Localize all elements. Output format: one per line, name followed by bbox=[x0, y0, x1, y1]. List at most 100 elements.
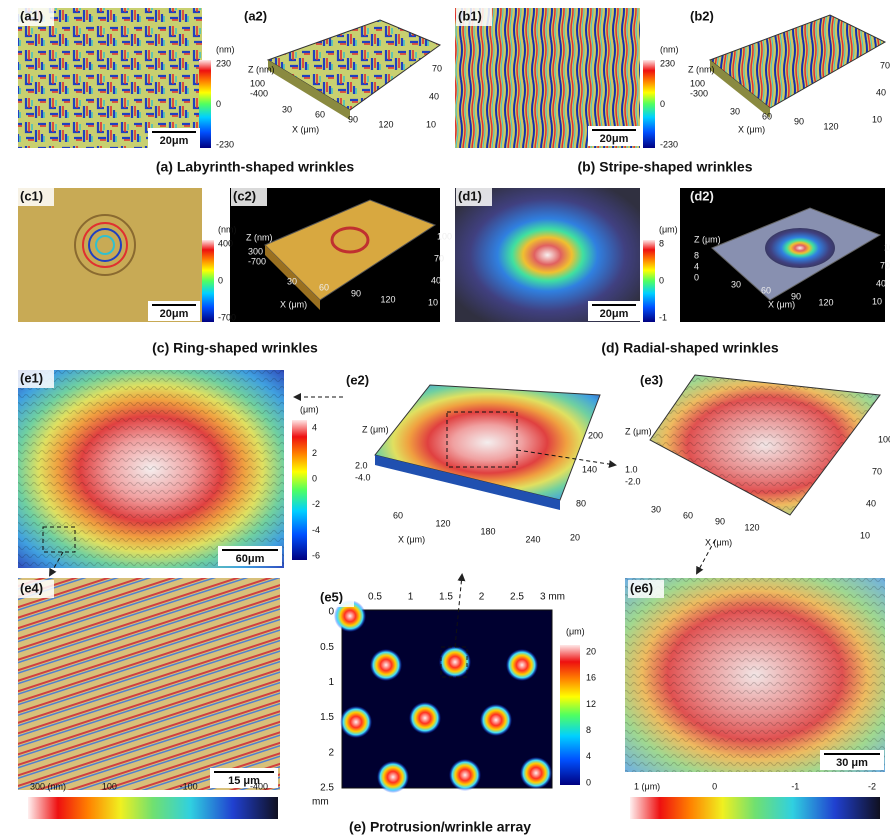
axis-unit: mm bbox=[312, 797, 329, 808]
y-tick: 20 bbox=[570, 532, 580, 542]
y-tick: 10 bbox=[428, 297, 438, 307]
z-tick: 2.0 bbox=[355, 460, 368, 470]
y-tick: 10 bbox=[860, 530, 870, 540]
y-tick: 40 bbox=[876, 87, 886, 97]
x-tick: 180 bbox=[480, 526, 495, 536]
colorbar-tick: 0 bbox=[660, 99, 665, 109]
x-tick: 120 bbox=[435, 518, 450, 528]
panel-label: (d2) bbox=[690, 188, 714, 203]
spot bbox=[377, 761, 409, 793]
colorbar bbox=[202, 240, 214, 322]
scale-bar-label: 20μm bbox=[600, 308, 629, 320]
panel-label: (e6) bbox=[630, 580, 653, 595]
panel-label: (a2) bbox=[244, 8, 267, 23]
colorbar bbox=[199, 60, 211, 148]
caption: (a) Labyrinth-shaped wrinkles bbox=[156, 159, 355, 175]
colorbar-tick: -1 bbox=[659, 312, 667, 322]
panel-label: (c1) bbox=[20, 188, 43, 203]
colorbar bbox=[292, 420, 307, 560]
y-tick: 40 bbox=[431, 275, 441, 285]
colorbar-tick: -1 bbox=[791, 781, 799, 791]
y-tick: 70 bbox=[872, 466, 882, 476]
panel-label: (a1) bbox=[20, 8, 43, 23]
z-tick: -4.0 bbox=[355, 472, 371, 482]
z-tick: -700 bbox=[248, 256, 266, 266]
colorbar-tick: 20 bbox=[586, 646, 596, 656]
x-tick: 60 bbox=[315, 109, 325, 119]
panel-label: (e3) bbox=[640, 372, 663, 387]
x-tick: 120 bbox=[818, 297, 833, 307]
x-tick: 1.5 bbox=[439, 592, 453, 603]
colorbar-tick: 0 bbox=[712, 781, 717, 791]
colorbar-tick: 12 bbox=[586, 699, 596, 709]
y-tick: 2 bbox=[328, 747, 334, 758]
spot bbox=[409, 702, 441, 734]
x-tick: 30 bbox=[282, 104, 292, 114]
caption: (e) Protrusion/wrinkle array bbox=[349, 819, 531, 835]
image bbox=[18, 8, 202, 148]
colorbar-unit: (nm) bbox=[660, 44, 679, 54]
spot bbox=[340, 706, 372, 738]
x-tick: 90 bbox=[791, 291, 801, 301]
panel-label: (d1) bbox=[458, 188, 482, 203]
colorbar-tick: 0 bbox=[312, 474, 317, 484]
y-tick: 70 bbox=[432, 63, 442, 73]
x-tick: 120 bbox=[744, 522, 759, 532]
texture bbox=[650, 375, 880, 515]
spot bbox=[520, 757, 552, 789]
surface-bump bbox=[765, 228, 835, 268]
colorbar-unit: (nm) bbox=[218, 224, 237, 234]
z-tick: -400 bbox=[250, 88, 268, 98]
z-axis-label: Z (μm) bbox=[362, 424, 389, 434]
colorbar-tick: 0 bbox=[216, 99, 221, 109]
colorbar-tick: -2 bbox=[868, 781, 876, 791]
panel-label: (e4) bbox=[20, 580, 43, 595]
y-tick: 200 bbox=[588, 430, 603, 440]
spot bbox=[370, 649, 402, 681]
z-axis-label: Z (nm) bbox=[246, 232, 273, 242]
spot bbox=[506, 649, 538, 681]
colorbar bbox=[643, 60, 655, 148]
panel-label: (e5) bbox=[320, 589, 343, 604]
panel-label: (e1) bbox=[20, 370, 43, 385]
y-tick: 100 bbox=[437, 231, 452, 241]
scale-bar-label: 20μm bbox=[160, 308, 189, 320]
colorbar-tick: -2 bbox=[312, 499, 320, 509]
colorbar-tick: 8 bbox=[659, 238, 664, 248]
x-tick: 60 bbox=[761, 285, 771, 295]
x-tick: 60 bbox=[319, 282, 329, 292]
colorbar-tick: 8 bbox=[586, 725, 591, 735]
colorbar-tick: -6 bbox=[312, 550, 320, 560]
y-tick: 10 bbox=[872, 114, 882, 124]
panel-label: (b1) bbox=[458, 8, 482, 23]
spot bbox=[439, 646, 471, 678]
figure: (a1)(a2)(b1)(b2)(c1)(c2)(d1)(d2)(e1)(e2)… bbox=[0, 0, 890, 839]
caption: (b) Stripe-shaped wrinkles bbox=[577, 159, 752, 175]
z-axis-label: Z (nm) bbox=[688, 64, 715, 74]
colorbar-tick: 0 bbox=[218, 275, 223, 285]
y-tick: 2.5 bbox=[320, 783, 334, 794]
y-tick: 100 bbox=[884, 242, 890, 252]
z-tick: -2.0 bbox=[625, 476, 641, 486]
x-tick: 90 bbox=[715, 516, 725, 526]
colorbar-tick: 230 bbox=[216, 58, 231, 68]
panel-label: (c2) bbox=[233, 188, 256, 203]
y-tick: 40 bbox=[876, 278, 886, 288]
x-tick: 90 bbox=[351, 288, 361, 298]
x-tick: 30 bbox=[287, 276, 297, 286]
colorbar-tick: -230 bbox=[216, 139, 234, 149]
y-tick: 1.5 bbox=[320, 712, 334, 723]
surface-3d bbox=[710, 15, 885, 108]
z-axis-label: Z (nm) bbox=[248, 64, 275, 74]
z-tick: -300 bbox=[690, 88, 708, 98]
x-tick: 60 bbox=[683, 510, 693, 520]
image bbox=[18, 578, 280, 790]
y-tick: 140 bbox=[582, 464, 597, 474]
x-tick: 30 bbox=[730, 106, 740, 116]
y-tick: 40 bbox=[866, 498, 876, 508]
x-tick: 1 bbox=[408, 592, 414, 603]
colorbar-unit: (μm) bbox=[566, 626, 585, 636]
y-tick: 0 bbox=[328, 607, 334, 618]
y-tick: 0.5 bbox=[320, 642, 334, 653]
y-tick: 70 bbox=[880, 60, 890, 70]
